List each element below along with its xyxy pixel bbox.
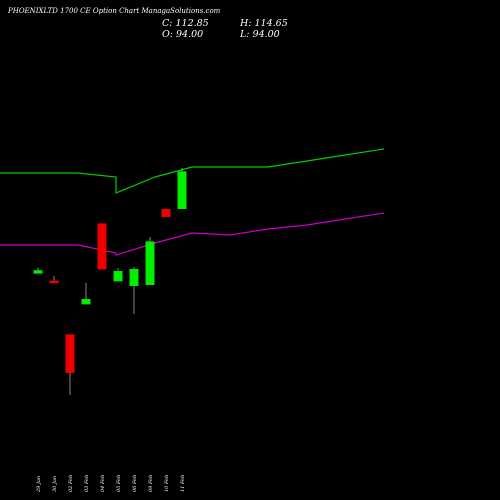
candle-body xyxy=(129,269,139,286)
indicator-line-2 xyxy=(0,212,385,256)
x-axis: 29 Jan 30 Jan 02 Feb 03 Feb 04 Feb 05 Feb 06 F… xyxy=(36,475,186,493)
candles xyxy=(33,167,187,395)
x-tick-label: 30 Jan xyxy=(52,476,58,492)
candle-body xyxy=(49,280,59,284)
x-tick-label: 10 Feb xyxy=(164,475,170,492)
candle-body xyxy=(81,299,91,305)
x-tick-label: 05 Feb xyxy=(116,475,122,492)
high-value: H: 114.65 xyxy=(240,18,288,29)
x-tick-label: 11 Feb xyxy=(180,475,186,492)
candle-body xyxy=(97,223,107,270)
candle-body xyxy=(161,209,171,217)
candle-body xyxy=(113,271,123,282)
candle-body xyxy=(33,270,43,274)
x-tick-label: 03 Feb xyxy=(84,475,90,492)
close-value: C: 112.85 xyxy=(162,18,209,29)
x-tick-label: 09 Feb xyxy=(148,475,154,492)
x-tick-label: 02 Feb xyxy=(68,475,74,492)
x-tick-label: 29 Jan xyxy=(36,476,42,493)
open-value: O: 94.00 xyxy=(162,29,204,40)
chart-title: PHOENIXLTD 1700 CE Option Chart ManagaSo… xyxy=(8,7,221,15)
indicator-lines xyxy=(0,148,385,256)
candle-body xyxy=(145,241,155,285)
candle-body xyxy=(65,334,75,373)
x-tick-label: 04 Feb xyxy=(100,475,106,492)
x-tick-label: 06 Feb xyxy=(132,475,138,492)
low-value: L: 94.00 xyxy=(240,29,280,40)
indicator-line-1 xyxy=(0,148,385,194)
candle-body xyxy=(177,171,187,209)
